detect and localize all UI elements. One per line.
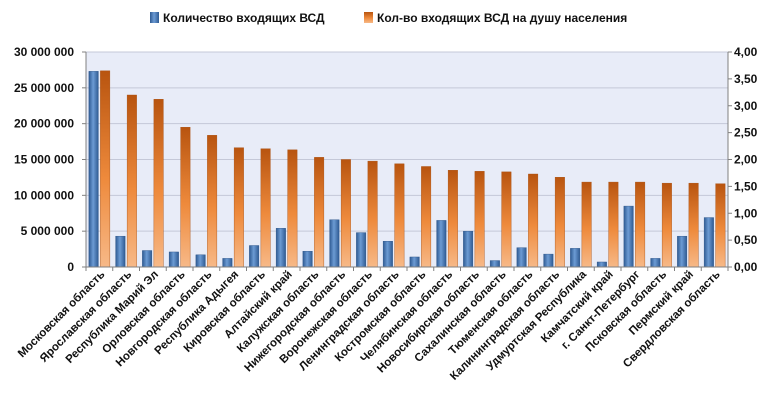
bar-count <box>356 232 367 268</box>
bar-count <box>382 240 393 268</box>
bars <box>88 70 726 268</box>
bar-per-capita <box>367 160 378 268</box>
left-tick-label: 0 <box>67 260 74 274</box>
bar-per-capita <box>260 148 271 268</box>
bar-count <box>596 261 607 268</box>
bar-count <box>329 219 340 268</box>
bar-count <box>463 230 474 268</box>
bar-per-capita <box>340 159 351 268</box>
gridlines <box>86 51 728 232</box>
right-tick-label: 0,00 <box>734 260 758 274</box>
bar-per-capita <box>447 170 458 268</box>
right-axis-ticks: 0,00 0,50 1,00 1,50 2,00 2,50 3,00 3,50 4,00 <box>728 45 758 274</box>
right-tick-label: 2,00 <box>734 153 758 167</box>
bar-count <box>249 245 260 268</box>
legend-label-count: Количество входящих ВСД <box>163 11 325 25</box>
bar-count <box>409 256 420 268</box>
left-tick-label: 15 000 000 <box>14 153 74 167</box>
bar-per-capita <box>100 70 111 268</box>
bar-count <box>142 250 153 268</box>
bar-per-capita <box>608 181 619 268</box>
bar-count <box>436 220 447 268</box>
bar-per-capita <box>501 171 512 268</box>
bar-count <box>275 228 286 268</box>
bar-per-capita <box>287 149 298 268</box>
bar-per-capita <box>207 135 218 268</box>
right-tick-label: 4,00 <box>734 45 758 59</box>
bar-count <box>703 217 714 268</box>
right-tick-label: 3,50 <box>734 72 758 86</box>
left-tick-label: 20 000 000 <box>14 117 74 131</box>
legend-swatch-count <box>150 12 159 23</box>
bar-per-capita <box>233 147 244 268</box>
bar-count <box>623 205 634 268</box>
bar-per-capita <box>635 181 646 268</box>
bar-count <box>222 258 233 268</box>
bar-per-capita <box>314 157 325 268</box>
bar-per-capita <box>421 166 432 268</box>
bar-count <box>168 251 179 268</box>
bar-per-capita <box>528 173 539 268</box>
bar-per-capita <box>180 127 191 268</box>
right-tick-label: 0,50 <box>734 233 758 247</box>
bar-count <box>543 253 554 268</box>
left-tick-label: 30 000 000 <box>14 45 74 59</box>
left-tick-label: 25 000 000 <box>14 81 74 95</box>
bar-count <box>650 258 661 268</box>
bar-count <box>489 260 500 268</box>
right-tick-label: 2,50 <box>734 126 758 140</box>
bar-per-capita <box>581 181 592 268</box>
left-tick-label: 10 000 000 <box>14 188 74 202</box>
right-tick-label: 1,50 <box>734 179 758 193</box>
bar-per-capita <box>153 99 164 268</box>
legend-swatch-per-capita <box>364 12 373 23</box>
right-tick-label: 1,00 <box>734 206 758 220</box>
bar-count <box>115 235 126 268</box>
bar-per-capita <box>661 182 672 268</box>
bar-count <box>302 251 313 268</box>
bar-count <box>570 248 581 268</box>
bar-per-capita <box>554 177 565 268</box>
legend: Количество входящих ВСД Кол-во входящих … <box>150 11 627 25</box>
bar-per-capita <box>688 182 699 268</box>
bar-per-capita <box>126 94 137 268</box>
bar-count <box>516 247 527 268</box>
legend-label-per-capita: Кол-во входящих ВСД на душу населения <box>377 11 627 25</box>
right-tick-label: 3,00 <box>734 99 758 113</box>
left-axis-ticks: 0 5 000 000 10 000 000 15 000 000 20 000 000… <box>14 45 86 274</box>
bar-per-capita <box>394 163 405 268</box>
bar-count <box>195 254 206 268</box>
left-tick-label: 5 000 000 <box>21 224 75 238</box>
bar-count <box>677 235 688 268</box>
bar-per-capita <box>474 171 485 268</box>
bar-count <box>88 71 99 268</box>
bar-per-capita <box>715 183 726 268</box>
